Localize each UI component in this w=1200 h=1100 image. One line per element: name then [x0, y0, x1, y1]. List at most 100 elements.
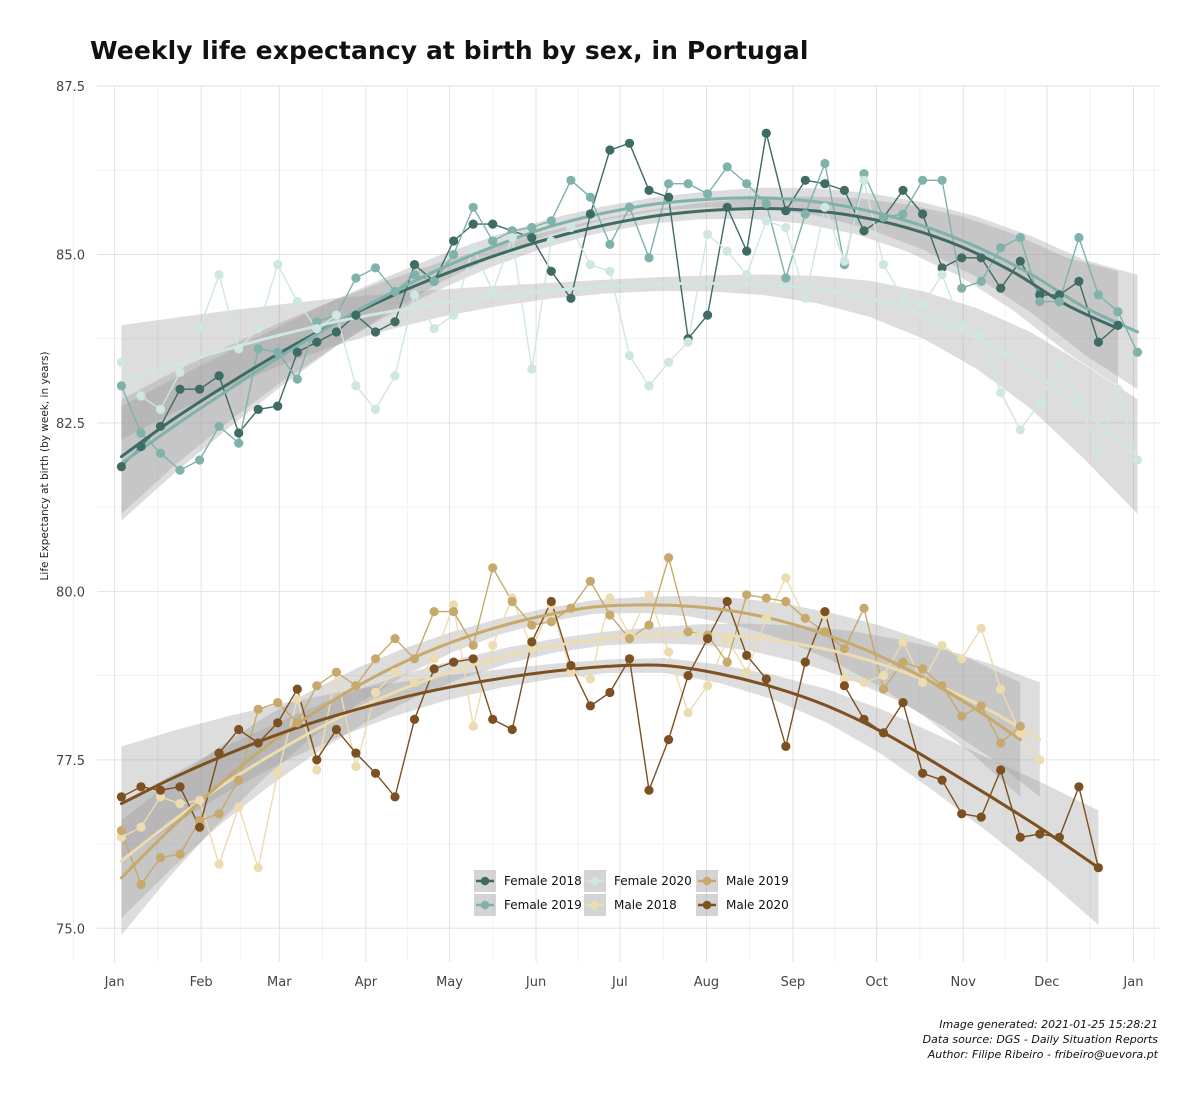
data-point: [976, 812, 986, 822]
data-point: [370, 327, 381, 337]
data-point: [136, 879, 146, 890]
data-point: [292, 684, 302, 694]
data-point: [703, 681, 713, 691]
data-point: [116, 792, 126, 802]
data-point: [644, 590, 654, 600]
data-point: [664, 647, 674, 657]
data-point: [507, 724, 517, 735]
data-point: [449, 657, 459, 667]
data-point: [331, 310, 341, 320]
data-point: [273, 718, 283, 728]
data-point: [839, 674, 850, 684]
data-point: [546, 617, 556, 627]
data-point: [742, 590, 752, 600]
data-point: [957, 711, 967, 721]
data-point: [527, 644, 537, 654]
data-point: [1054, 297, 1064, 307]
data-point: [976, 330, 986, 340]
legend-label: Male 2020: [726, 898, 789, 912]
data-point: [1054, 832, 1064, 842]
x-tick-label: Jun: [525, 975, 546, 990]
data-point: [312, 337, 322, 347]
data-point: [1035, 290, 1045, 300]
data-point: [898, 293, 908, 303]
data-point: [370, 654, 381, 664]
data-point: [370, 687, 381, 698]
data-point: [527, 620, 537, 630]
confidence-band: [121, 596, 1021, 935]
data-point: [175, 799, 185, 809]
data-point: [781, 273, 791, 283]
data-point: [195, 384, 205, 394]
y-tick-label: 85.0: [56, 248, 85, 263]
data-point: [703, 634, 713, 644]
data-point: [1132, 455, 1143, 465]
data-point: [624, 202, 635, 212]
legend-label: Male 2018: [614, 898, 677, 912]
x-tick-label: Jan: [1122, 975, 1143, 990]
data-point: [957, 283, 967, 293]
data-point: [624, 138, 635, 148]
data-point: [878, 684, 889, 694]
data-point: [175, 367, 185, 377]
data-point: [449, 310, 459, 320]
data-point: [214, 270, 224, 280]
data-point: [155, 785, 166, 795]
data-point: [742, 650, 752, 661]
data-point: [585, 701, 596, 711]
data-point: [624, 350, 635, 361]
data-point: [488, 219, 498, 229]
legend-label: Female 2020: [614, 874, 692, 888]
legend-label: Male 2019: [726, 874, 789, 888]
data-point: [253, 863, 263, 873]
data-point: [664, 179, 674, 189]
confidence-band: [121, 274, 1138, 514]
data-point: [195, 822, 205, 832]
data-point: [312, 324, 322, 334]
data-point: [566, 293, 576, 303]
data-point: [683, 708, 693, 718]
data-point: [800, 209, 810, 219]
data-point: [996, 684, 1006, 694]
data-point: [488, 714, 498, 725]
x-tick-label: Dec: [1034, 975, 1059, 990]
x-tick-label: Oct: [865, 975, 887, 990]
data-point: [390, 667, 400, 677]
data-point: [253, 324, 263, 334]
data-point: [292, 374, 302, 384]
data-point: [996, 738, 1006, 748]
data-point: [898, 657, 908, 667]
data-point: [292, 694, 302, 704]
data-point: [546, 596, 556, 607]
data-point: [234, 344, 244, 354]
data-point: [468, 654, 478, 664]
x-tick-label: May: [436, 975, 463, 990]
major-gridlines: [97, 85, 1160, 962]
data-point: [683, 671, 693, 681]
legend-label: Female 2018: [504, 874, 582, 888]
legend-label: Female 2019: [504, 898, 582, 912]
data-point: [937, 775, 947, 785]
data-point: [155, 792, 166, 802]
caption: Image generated: 2021-01-25 15:28:21 Dat…: [923, 1017, 1158, 1062]
data-point: [742, 246, 752, 256]
legend-key-point: [480, 876, 490, 886]
data-point: [918, 175, 928, 185]
data-point: [546, 216, 556, 226]
data-point: [214, 859, 224, 869]
data-point: [722, 202, 732, 212]
data-point: [1015, 233, 1025, 243]
data-point: [488, 286, 498, 297]
data-point: [1035, 829, 1045, 839]
data-point: [116, 381, 126, 391]
data-point: [429, 276, 439, 286]
data-point: [1035, 297, 1045, 307]
data-point: [429, 607, 439, 617]
data-point: [996, 283, 1006, 293]
data-point: [957, 809, 967, 819]
data-point: [722, 596, 732, 607]
data-point: [370, 404, 381, 414]
trend-line: [119, 281, 1139, 459]
data-point: [761, 613, 771, 623]
